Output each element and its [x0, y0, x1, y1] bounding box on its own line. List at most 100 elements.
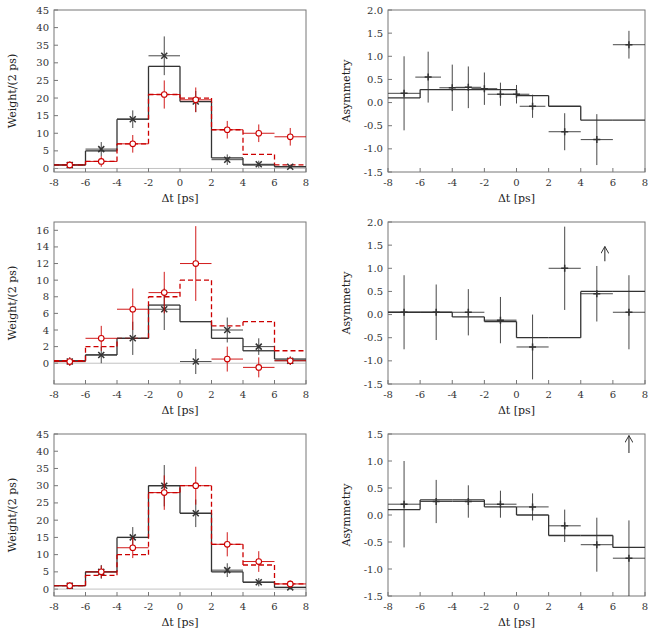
step-riser — [580, 106, 581, 120]
panel: -8-6-4-2024680246810121416Δt [ps]Weight/… — [6, 222, 309, 417]
step-histogram — [54, 305, 306, 361]
y-tick-label: 1.0 — [367, 456, 383, 467]
x-tick-label: -2 — [480, 601, 490, 612]
panel: -8-6-4-202468-1.5-1.0-0.50.00.51.01.52.0… — [340, 217, 648, 418]
x-tick-label: -4 — [112, 601, 122, 612]
step-histogram — [54, 280, 306, 361]
point — [287, 358, 293, 364]
x-tick — [420, 592, 421, 596]
x-tick-label: 0 — [513, 177, 519, 188]
point — [287, 581, 293, 587]
step-riser — [179, 95, 180, 99]
step-riser — [274, 154, 275, 165]
y-tick-label: 0.0 — [367, 510, 383, 521]
point — [224, 541, 230, 547]
zero-line — [54, 168, 306, 169]
y-tick-label: 2 — [43, 341, 49, 352]
y-tick — [388, 222, 392, 223]
y-tick — [54, 554, 58, 555]
step-riser — [242, 322, 243, 326]
x-tick — [612, 380, 613, 384]
point — [224, 157, 230, 163]
x-axis-label: Δt [ps] — [161, 404, 198, 417]
y-tick-label: 0.5 — [367, 286, 383, 297]
point — [401, 309, 408, 316]
step-riser — [179, 305, 180, 322]
y-tick-label: 2.0 — [367, 217, 383, 228]
point — [67, 583, 73, 589]
point — [625, 555, 632, 562]
plot-frame — [54, 434, 306, 596]
plot-area — [54, 36, 306, 169]
y-tick-label: 30 — [36, 480, 49, 491]
y-tick-label: 40 — [36, 22, 49, 33]
panel: -8-6-4-202468051015202530354045Δt [ps]We… — [6, 429, 309, 630]
arrow — [628, 436, 629, 453]
x-tick-label: 4 — [578, 601, 584, 612]
point — [67, 359, 73, 365]
plot-frame — [54, 10, 306, 172]
x-tick — [306, 592, 307, 596]
point — [224, 127, 230, 133]
x-tick-label: 0 — [513, 389, 519, 400]
y-tick-label: 10 — [36, 549, 49, 560]
point — [256, 559, 262, 565]
step-riser — [85, 151, 86, 165]
point — [433, 309, 440, 316]
panel: -8-6-4-202468051015202530354045Δt [ps]We… — [6, 5, 309, 206]
y-tick — [388, 542, 392, 543]
point — [593, 136, 600, 143]
x-tick — [117, 592, 118, 596]
y-tick — [388, 79, 392, 80]
y-tick — [54, 133, 58, 134]
x-tick — [580, 168, 581, 172]
point — [256, 579, 262, 585]
x-tick-label: -6 — [415, 177, 425, 188]
point — [497, 91, 504, 98]
x-tick — [580, 380, 581, 384]
point — [497, 501, 504, 508]
x-tick-label: 8 — [303, 601, 309, 612]
x-tick — [420, 380, 421, 384]
point — [513, 91, 520, 98]
point — [130, 116, 136, 122]
point — [465, 84, 472, 91]
y-tick — [388, 56, 392, 57]
x-tick-label: -4 — [447, 177, 457, 188]
x-axis-label: Δt [ps] — [498, 616, 535, 629]
point — [561, 522, 568, 529]
point — [161, 92, 167, 98]
x-tick — [452, 380, 453, 384]
x-tick-label: 2 — [545, 601, 551, 612]
y-tick — [54, 10, 58, 11]
point — [193, 261, 199, 267]
plot-area — [54, 226, 306, 377]
x-tick-label: -4 — [447, 601, 457, 612]
y-tick-label: 4 — [43, 325, 49, 336]
step-riser — [85, 575, 86, 585]
point — [98, 146, 104, 152]
point — [529, 343, 536, 350]
point — [67, 583, 73, 589]
step-riser — [116, 338, 117, 346]
x-tick — [85, 380, 86, 384]
x-tick-label: 4 — [240, 601, 246, 612]
y-tick-label: 45 — [36, 5, 49, 16]
step-riser — [85, 161, 86, 165]
x-tick — [243, 380, 244, 384]
y-tick — [54, 263, 58, 264]
x-tick — [548, 168, 549, 172]
plot-frame — [388, 434, 645, 596]
point — [561, 128, 568, 135]
y-tick-label: 2.0 — [367, 5, 383, 16]
point — [465, 498, 472, 505]
error-points — [54, 80, 306, 167]
y-axis-label: Asymmetry — [340, 271, 353, 336]
y-tick-label: -1.0 — [364, 143, 383, 154]
x-tick-label: -8 — [383, 389, 393, 400]
y-tick — [54, 468, 58, 469]
y-tick — [388, 245, 392, 246]
step-riser — [85, 572, 86, 586]
y-tick-label: 1.5 — [367, 429, 383, 440]
y-tick-label: 1.0 — [367, 263, 383, 274]
